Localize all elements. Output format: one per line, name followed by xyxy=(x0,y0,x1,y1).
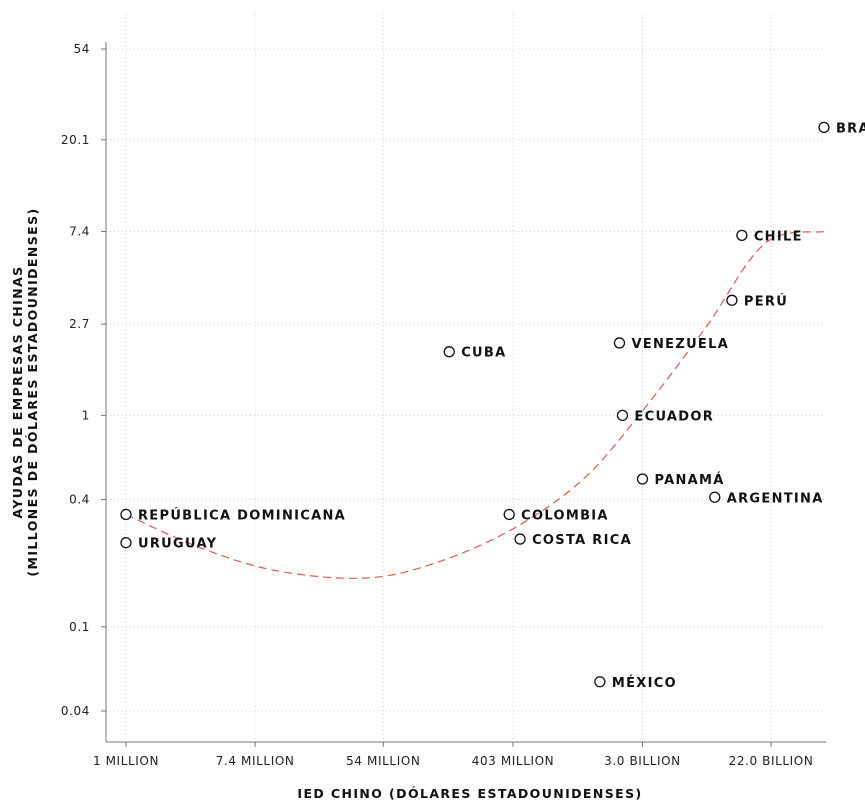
data-point-label: BRASIL xyxy=(836,121,865,136)
axes xyxy=(105,42,826,743)
x-tick-label: 3.0 BILLION xyxy=(604,754,681,768)
y-tick-label: 0.4 xyxy=(69,493,90,507)
data-point-label: CUBA xyxy=(461,346,506,361)
data-point: URUGUAY xyxy=(120,537,217,552)
data-point-label: PANAMÁ xyxy=(654,472,724,488)
data-point: COLOMBIA xyxy=(503,508,609,523)
x-tick-label: 403 MILLION xyxy=(472,754,555,768)
y-axis-title-line-2: (MILLONES DE DÓLARES ESTADOUNIDENSES) xyxy=(25,207,40,576)
data-point-marker xyxy=(616,409,629,422)
data-point-label: MÉXICO xyxy=(612,675,677,691)
data-point: PANAMÁ xyxy=(636,472,724,488)
data-point-marker xyxy=(503,508,515,521)
data-points: BRASIL CHILE PERÚ VENEZUELA CUBA ECUADOR PANAM… xyxy=(120,121,865,691)
y-tick-label: 20.1 xyxy=(61,133,90,147)
data-point-marker xyxy=(636,473,649,485)
data-point-label: ECUADOR xyxy=(634,409,714,424)
data-point-label: ARGENTINA xyxy=(727,491,824,506)
data-point-marker xyxy=(443,346,455,358)
data-point-marker xyxy=(120,508,132,521)
data-point-label: COSTA RICA xyxy=(532,533,632,548)
y-tick-label: 54 xyxy=(74,42,90,56)
data-point-label: URUGUAY xyxy=(138,537,217,552)
data-point: ECUADOR xyxy=(616,409,714,424)
x-ticks: 1 MILLION 7.4 MILLION 54 MILLION 403 MILLIO… xyxy=(93,742,813,768)
data-point-marker xyxy=(709,491,721,503)
data-point: PERÚ xyxy=(726,293,788,309)
y-ticks: 0.04 0.1 0.4 1 2.7 7.4 20.1 54 xyxy=(61,42,106,718)
x-tick-label: 54 MILLION xyxy=(346,754,420,768)
data-point: REPÚBLICA DOMINICANA xyxy=(120,507,346,523)
data-point: COSTA RICA xyxy=(514,533,632,548)
data-point-marker xyxy=(594,676,606,688)
x-tick-label: 1 MILLION xyxy=(93,754,159,768)
x-tick-label: 7.4 MILLION xyxy=(216,754,295,768)
data-point-label: VENEZUELA xyxy=(631,337,729,352)
data-point-label: CHILE xyxy=(754,229,803,244)
y-tick-label: 7.4 xyxy=(69,225,90,239)
grid xyxy=(106,14,826,742)
data-point-label: COLOMBIA xyxy=(521,508,609,523)
data-point: BRASIL xyxy=(818,121,865,136)
data-point: MÉXICO xyxy=(594,675,677,691)
data-point: VENEZUELA xyxy=(613,337,729,352)
data-point-label: PERÚ xyxy=(744,293,788,309)
x-tick-label: 22.0 BILLION xyxy=(729,754,814,768)
data-point-marker xyxy=(514,533,526,545)
y-axis-title-line-1: AYUDAS DE EMPRESAS CHINAS xyxy=(10,265,25,518)
data-point: ARGENTINA xyxy=(709,491,824,506)
y-tick-label: 0.04 xyxy=(61,704,90,718)
trend-line xyxy=(125,230,825,579)
data-point-marker xyxy=(736,229,748,241)
data-point-label: REPÚBLICA DOMINICANA xyxy=(138,507,346,523)
data-point: CHILE xyxy=(736,229,803,244)
data-point: CUBA xyxy=(443,346,506,361)
data-point-marker xyxy=(613,337,626,349)
y-axis-title: AYUDAS DE EMPRESAS CHINAS (MILLONES DE D… xyxy=(10,207,40,576)
data-point-marker xyxy=(726,294,738,306)
x-axis-title: IED CHINO (DÓLARES ESTADOUNIDENSES) xyxy=(297,786,642,801)
y-tick-label: 0.1 xyxy=(69,620,90,634)
data-point-marker xyxy=(120,537,132,549)
y-tick-label: 2.7 xyxy=(69,317,90,331)
y-tick-label: 1 xyxy=(82,408,90,422)
data-point-marker xyxy=(818,121,830,134)
